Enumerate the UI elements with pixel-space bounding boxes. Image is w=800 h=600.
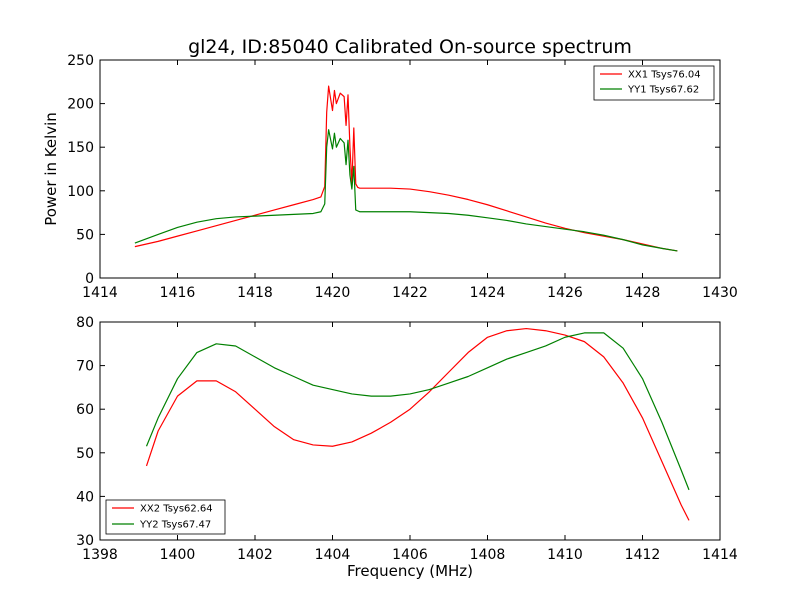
top-x-tick-label: 1418 [237,285,273,301]
top-chart-title: gl24, ID:85040 Calibrated On-source spec… [188,36,632,58]
top-subplot: gl24, ID:85040 Calibrated On-source spec… [42,36,738,301]
bottom-series-lines [145,327,690,521]
top-x-tick-label: 1430 [702,285,738,301]
top-y-tick-label: 200 [67,97,94,113]
top-y-tick-label: 0 [85,271,94,287]
bottom-y-tick-label: 60 [76,402,94,418]
bottom-x-tick-label: 1400 [160,547,196,563]
bottom-axis-ticks: 1398 1400 1402 1404 1406 1408 1410 1412 1414 30 40… [76,315,738,563]
top-x-tick-label: 1416 [160,285,196,301]
top-legend: XX1 Tsys76.04 YY1 Tsys67.62 [593,65,715,101]
bottom-x-tick-label: 1410 [547,547,583,563]
bottom-x-tick-label: 1408 [470,547,506,563]
bottom-legend: XX2 Tsys62.64 YY2 Tsys67.47 [105,499,226,535]
bottom-y-tick-label: 70 [76,359,94,375]
top-x-tick-label: 1420 [315,285,351,301]
bottom-legend-box [105,499,226,535]
bottom-x-tick-label: 1412 [625,547,661,563]
bottom-y-tick-label: 80 [76,315,94,331]
top-axis-ticks: 1414 1416 1418 1420 1422 1424 1426 1428 1430 0 50 1… [67,53,738,301]
top-series-lines [134,85,678,252]
bottom-legend-label-yy2: YY2 Tsys67.47 [139,520,211,531]
bottom-y-tick-label: 30 [76,533,94,549]
top-y-axis-label: Power in Kelvin [42,112,60,226]
bottom-x-tick-label: 1406 [392,547,428,563]
bottom-y-tick-label: 50 [76,446,94,462]
top-series-line-2 [134,129,678,252]
top-y-tick-label: 250 [67,53,94,69]
top-legend-label-xx1: XX1 Tsys76.04 [628,70,701,81]
bottom-x-tick-label: 1398 [82,547,118,563]
bottom-series-line-2 [145,332,690,491]
bottom-series-line-1 [145,327,690,521]
bottom-x-tick-label: 1414 [702,547,738,563]
bottom-plot-frame [99,321,721,541]
top-y-tick-label: 50 [76,227,94,243]
top-y-tick-label: 150 [67,140,94,156]
bottom-x-axis-label: Frequency (MHz) [347,562,473,580]
top-x-tick-label: 1424 [470,285,506,301]
bottom-x-tick-label: 1402 [237,547,273,563]
top-y-tick-label: 100 [67,184,94,200]
bottom-subplot: Frequency (MHz) 1398 1400 1402 1404 1406 1408… [76,315,738,580]
top-x-tick-label: 1414 [82,285,118,301]
top-series-line-1 [134,85,678,252]
top-x-tick-label: 1428 [625,285,661,301]
bottom-x-tick-label: 1404 [315,547,351,563]
top-x-tick-label: 1422 [392,285,428,301]
top-x-tick-label: 1426 [547,285,583,301]
top-legend-box [593,65,715,101]
top-legend-label-yy1: YY1 Tsys67.62 [627,85,699,96]
bottom-legend-label-xx2: XX2 Tsys62.64 [140,504,213,515]
top-plot-frame [99,59,721,279]
bottom-y-tick-label: 40 [76,489,94,505]
